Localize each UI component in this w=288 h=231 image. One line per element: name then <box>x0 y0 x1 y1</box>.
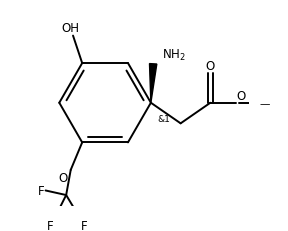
Text: F: F <box>81 219 88 231</box>
Text: —: — <box>259 98 270 108</box>
Text: F: F <box>47 219 54 231</box>
Text: O: O <box>237 89 246 102</box>
Text: F: F <box>38 184 44 197</box>
Text: O: O <box>206 60 215 73</box>
Polygon shape <box>149 64 157 103</box>
Text: OH: OH <box>62 22 80 35</box>
Text: NH$_2$: NH$_2$ <box>162 47 186 62</box>
Text: O: O <box>58 171 67 184</box>
Text: &1: &1 <box>158 115 170 124</box>
